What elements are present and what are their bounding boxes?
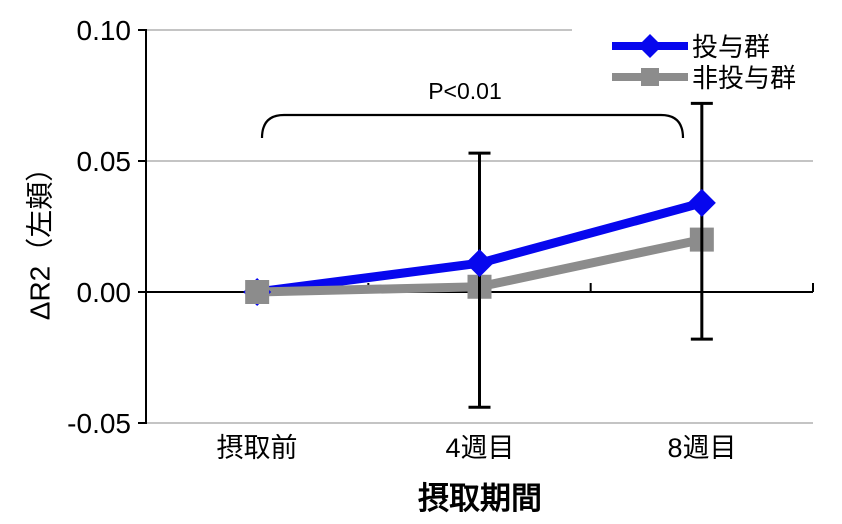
x-tick-label-week4: 4週目 [445,433,514,463]
legend-square-icon [641,68,659,86]
x-axis-title: 摂取期間 [418,481,542,516]
marker-square [245,280,270,304]
legend-diamond-icon [638,34,662,58]
legend-background [572,20,834,100]
x-tick-label-week8: 8週目 [667,433,736,463]
y-tick-label-3: -0.05 [67,408,131,439]
y-tick-label-2: 0.00 [77,277,132,308]
significance-bracket [260,113,685,139]
legend: 投与群 非投与群 [572,20,834,100]
p-value-annotation: P<0.01 [428,78,502,104]
y-tick-label-0: 0.10 [77,15,132,46]
plot-area [138,29,814,424]
x-tick-label-before: 摂取前 [217,433,298,463]
legend-label-toyogun: 投与群 [692,32,770,62]
y-axis-title: ΔR2（左頬） [25,154,56,321]
y-tick-label-1: 0.05 [77,146,132,177]
marker-diamond [687,188,716,217]
legend-label-hitoyogun: 非投与群 [692,63,796,93]
marker-diamond [465,249,494,278]
